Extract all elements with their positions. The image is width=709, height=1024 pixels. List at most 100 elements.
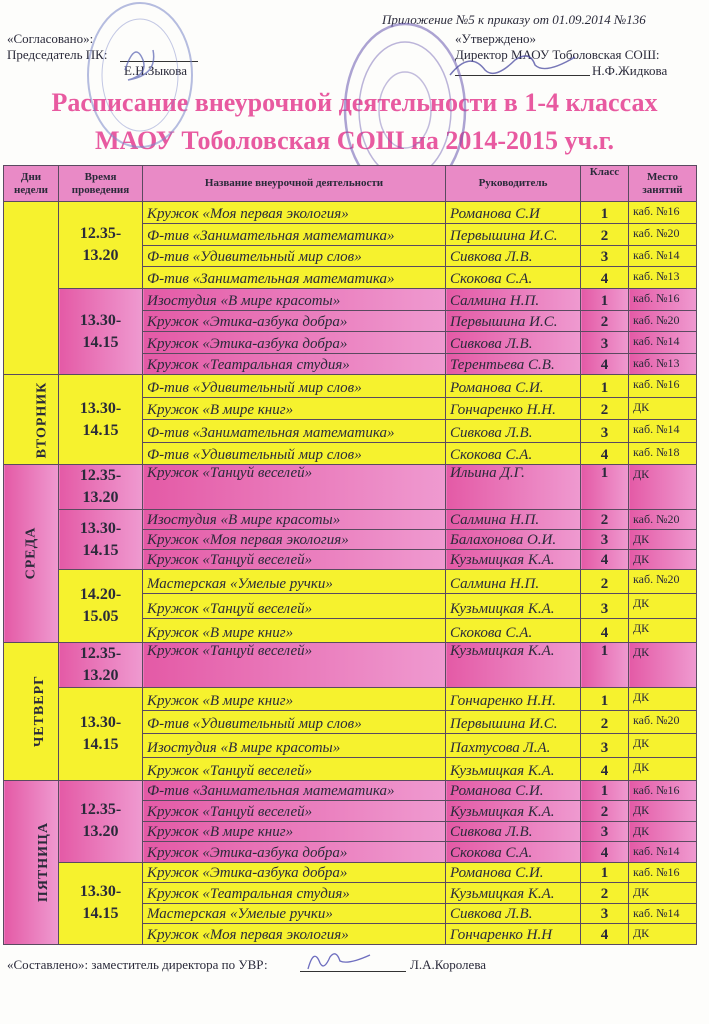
place-cell: ДК	[628, 820, 697, 843]
place-cell: ДК	[628, 529, 697, 550]
agreed-signature-line	[120, 61, 198, 62]
approved-name: Н.Ф.Жидкова	[592, 63, 668, 78]
day-name: ПЯТНИЦА	[36, 822, 52, 903]
place-cell: ДК	[628, 396, 697, 420]
place-cell: ДК	[628, 686, 697, 712]
table-row: 14.20-15.05 Мастерская «Умелые ручки» Салм…	[4, 568, 697, 643]
activity-name: Кружок «Моя первая экология»	[142, 201, 446, 224]
place-cell: каб. №14	[628, 902, 697, 925]
activity-name: Ф-тив «Удивительный мир слов»	[142, 244, 446, 268]
leader-name: Первышина И.С.	[445, 710, 581, 735]
place-cell: каб. №20	[628, 710, 697, 735]
activity-name: Ф-тив «Удивительный мир слов»	[142, 441, 446, 465]
table-header-row: Дни недели Время проведения Название вне…	[3, 165, 697, 202]
leader-name: Сивкова Л.В.	[445, 419, 581, 443]
approved-signature-line	[455, 75, 590, 76]
table-row: Кружок «Театральная студия» Терентьева С.…	[4, 352, 697, 375]
table-row: Ф-тив «Занимательная математика» Скокова …	[4, 266, 697, 289]
schedule-table: Дни недели Время проведения Название вне…	[3, 165, 697, 945]
table-row: Ф-тив «Удивительный мир слов» Скокова С.А…	[4, 441, 697, 465]
table-row: 13.30-14.15 Изостудия «В мире красоты» Сал…	[4, 509, 697, 570]
time-cell: 13.30-14.15	[58, 288, 143, 375]
activity-name: Кружок «В мире книг»	[142, 686, 446, 712]
leader-name: Гончаренко Н.Н	[445, 923, 581, 945]
place-cell: ДК	[628, 800, 697, 822]
activity-name: Мастерская «Умелые ручки»	[142, 902, 446, 925]
leader-name: Кузьмицкая К.А.	[445, 593, 581, 619]
class-number: 4	[580, 549, 629, 570]
class-number: 4	[580, 617, 629, 643]
table-row: СРЕДА 12.35-13.20 Кружок «Танцуй веселей» И…	[3, 464, 697, 643]
table-row: Кружок «Моя первая экология» Балахонова О…	[4, 529, 697, 550]
class-number: 4	[580, 441, 629, 465]
place-cell: каб. №18	[628, 441, 697, 465]
table-row: Кружок «Театральная студия» Кузьмицкая К.…	[4, 882, 697, 904]
place-cell: ДК	[628, 923, 697, 945]
class-number: 3	[580, 331, 629, 354]
table-row: Кружок «Танцуй веселей» Кузьмицкая К.А. 4 Д…	[4, 756, 697, 781]
agreed-label: «Согласовано»:	[7, 31, 94, 46]
leader-name: Первышина И.С.	[445, 222, 581, 246]
leader-name: Сивкова Л.В.	[445, 902, 581, 925]
class-number: 3	[580, 733, 629, 758]
activity-name: Изостудия «В мире красоты»	[142, 509, 446, 530]
column-header-class: Класс	[580, 165, 629, 202]
approved-role: Директор МАОУ Тоболовская СОШ:	[455, 47, 660, 62]
class-number: 1	[580, 288, 629, 311]
leader-name: Салмина Н.П.	[445, 288, 581, 311]
day-name: СРЕДА	[23, 527, 38, 580]
activity-name: Ф-тив «Занимательная математика»	[142, 222, 446, 246]
activity-name: Кружок «В мире книг»	[142, 396, 446, 420]
activity-name: Кружок «Этика-азбука добра»	[142, 861, 446, 884]
class-number: 2	[580, 396, 629, 420]
time-cell: 13.30-14.15	[58, 861, 143, 945]
activity-name: Кружок «В мире книг»	[142, 617, 446, 643]
class-number: 3	[580, 419, 629, 443]
leader-name: Кузьмицкая К.А.	[445, 641, 581, 688]
table-row: Ф-тив «Занимательная математика» Сивкова …	[4, 419, 697, 443]
place-cell: каб. №13	[628, 266, 697, 289]
place-cell: каб. №14	[628, 331, 697, 354]
place-cell: каб. №14	[628, 244, 697, 268]
class-number: 3	[580, 593, 629, 619]
column-header-days: Дни недели	[3, 165, 59, 202]
table-row: Кружок «Этика-азбука добра» Сивкова Л.В. 3…	[4, 331, 697, 354]
agreed-name: Е.Н.Зыкова	[124, 63, 187, 78]
class-number: 2	[580, 800, 629, 822]
place-cell: каб. №14	[628, 419, 697, 443]
activity-name: Кружок «Танцуй веселей»	[142, 549, 446, 570]
class-number: 2	[580, 222, 629, 246]
activity-name: Кружок «Театральная студия»	[142, 882, 446, 904]
leader-name: Кузьмицкая К.А.	[445, 549, 581, 570]
place-cell: каб. №16	[628, 288, 697, 311]
class-number: 4	[580, 841, 629, 863]
class-number: 4	[580, 756, 629, 781]
time-cell: 13.30-14.15	[58, 509, 143, 570]
table-row: Ф-тив «Удивительный мир слов» Сивкова Л.В…	[4, 244, 697, 268]
leader-name: Салмина Н.П.	[445, 509, 581, 530]
activity-name: Ф-тив «Удивительный мир слов»	[142, 710, 446, 735]
place-cell: каб. №13	[628, 352, 697, 375]
table-row: ПЯТНИЦА 12.35-13.20 Ф-тив «Занимательная м…	[3, 779, 697, 945]
table-row: ВТОРНИК 13.30-14.15 Ф-тив «Удивительный ми…	[3, 374, 697, 465]
place-cell: каб. №16	[628, 861, 697, 884]
leader-name: Пахтусова Л.А.	[445, 733, 581, 758]
class-number: 1	[580, 861, 629, 884]
leader-name: Сивкова Л.В.	[445, 244, 581, 268]
activity-name: Кружок «Моя первая экология»	[142, 529, 446, 550]
activity-name: Кружок «Театральная студия»	[142, 352, 446, 375]
activity-name: Кружок «Танцуй веселей»	[142, 800, 446, 822]
class-number: 2	[580, 568, 629, 595]
table-row: Кружок «Танцуй веселей» Кузьмицкая К.А. 3 Д…	[4, 593, 697, 619]
place-cell: ДК	[628, 549, 697, 570]
class-number: 2	[580, 509, 629, 530]
leader-name: Скокова С.А.	[445, 617, 581, 643]
activity-name: Мастерская «Умелые ручки»	[142, 568, 446, 595]
leader-name: Гончаренко Н.Н.	[445, 396, 581, 420]
place-cell: каб. №16	[628, 374, 697, 398]
time-cell: 14.20-15.05	[58, 569, 143, 643]
leader-name: Скокова С.А.	[445, 841, 581, 863]
day-cell: СРЕДА	[3, 464, 59, 643]
class-number: 3	[580, 244, 629, 268]
